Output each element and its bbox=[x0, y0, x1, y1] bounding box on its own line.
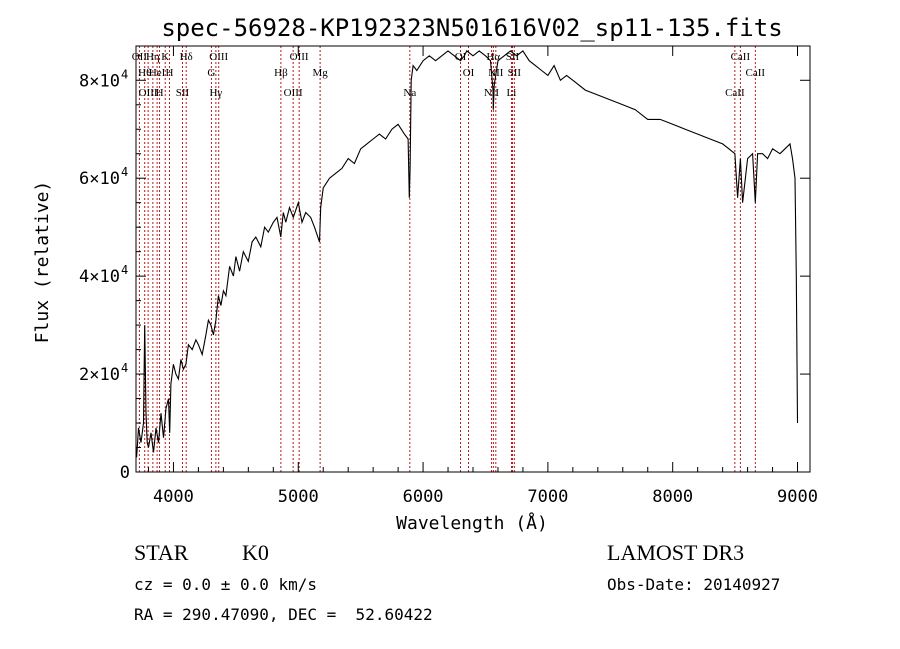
line-marker-label: OIII bbox=[139, 87, 158, 99]
line-marker-label: G bbox=[207, 67, 215, 79]
line-marker-label: Hη bbox=[146, 51, 160, 63]
line-marker-label: K bbox=[161, 51, 169, 63]
line-marker-label: Hδ bbox=[180, 51, 193, 63]
line-marker-label: OIII bbox=[290, 51, 309, 63]
x-tick-label: 6000 bbox=[403, 487, 444, 507]
x-tick-label: 4000 bbox=[153, 487, 194, 507]
line-marker-label: H bbox=[165, 67, 173, 79]
y-tick-exponent: 4 bbox=[121, 165, 128, 179]
y-tick-label: 0 bbox=[120, 463, 130, 483]
line-marker-label: HeI bbox=[149, 67, 166, 79]
line-marker-label: NII bbox=[484, 87, 500, 99]
line-markers bbox=[138, 46, 756, 472]
line-marker-label: SII bbox=[176, 87, 190, 99]
subclass: K0 bbox=[242, 540, 269, 565]
x-tick-label: 9000 bbox=[777, 487, 818, 507]
line-marker-label: Mg bbox=[312, 67, 328, 79]
line-marker-labels: OIIHθOIIIHηHeIHKHSIIHδGHγOIIIHβOIIIOIIIM… bbox=[132, 51, 766, 99]
redshift-cz: cz = 0.0 ± 0.0 km/s bbox=[134, 575, 317, 594]
line-marker-label: Hγ bbox=[209, 87, 222, 99]
line-marker-label: CaII bbox=[746, 67, 766, 79]
survey-name: LAMOST DR3 bbox=[607, 540, 744, 565]
y-axis: 02×10 44×10 46×10 48×10 4 bbox=[79, 55, 810, 483]
line-marker-label: OII bbox=[132, 51, 148, 63]
y-tick-exponent: 4 bbox=[121, 67, 128, 81]
line-marker-label: CaII bbox=[731, 51, 751, 63]
line-marker-label: Hθ bbox=[138, 67, 151, 79]
line-marker-label: H bbox=[156, 87, 164, 99]
plot-frame bbox=[135, 45, 811, 473]
line-marker-label: SII bbox=[508, 67, 522, 79]
x-axis: 4000 5000 6000 7000 8000 9000 bbox=[147, 46, 818, 507]
x-tick-label: 7000 bbox=[527, 487, 568, 507]
y-tick-label: 4×10 bbox=[79, 267, 120, 287]
spectrum-line bbox=[136, 50, 799, 458]
y-tick-label: 6×10 bbox=[79, 169, 120, 189]
object-class: STAR bbox=[134, 540, 189, 565]
line-marker-label: Li bbox=[507, 87, 517, 99]
y-tick-exponent: 4 bbox=[121, 263, 128, 277]
obs-date: Obs-Date: 20140927 bbox=[607, 575, 780, 594]
x-axis-label: Wavelength (Å) bbox=[396, 512, 548, 534]
line-marker-label: OI bbox=[463, 67, 475, 79]
line-marker-label: Na bbox=[403, 87, 416, 99]
x-tick-label: 5000 bbox=[278, 487, 319, 507]
y-tick-label: 2×10 bbox=[79, 365, 120, 385]
y-tick-label: 8×10 bbox=[79, 71, 120, 91]
line-marker-label: OIII bbox=[209, 51, 228, 63]
line-marker-label: OI bbox=[455, 51, 467, 63]
line-marker-label: SII bbox=[506, 51, 520, 63]
line-marker-label: CaII bbox=[725, 87, 745, 99]
coordinates: RA = 290.47090, DEC = 52.60422 bbox=[134, 605, 433, 624]
chart-title: spec-56928-KP192323N501616V02_sp11-135.f… bbox=[161, 14, 782, 42]
y-tick-exponent: 4 bbox=[121, 361, 128, 375]
x-tick-label: 8000 bbox=[652, 487, 693, 507]
y-axis-label: Flux (relative) bbox=[32, 181, 53, 344]
line-marker-label: OIII bbox=[284, 87, 303, 99]
line-marker-label: Hβ bbox=[274, 67, 288, 79]
